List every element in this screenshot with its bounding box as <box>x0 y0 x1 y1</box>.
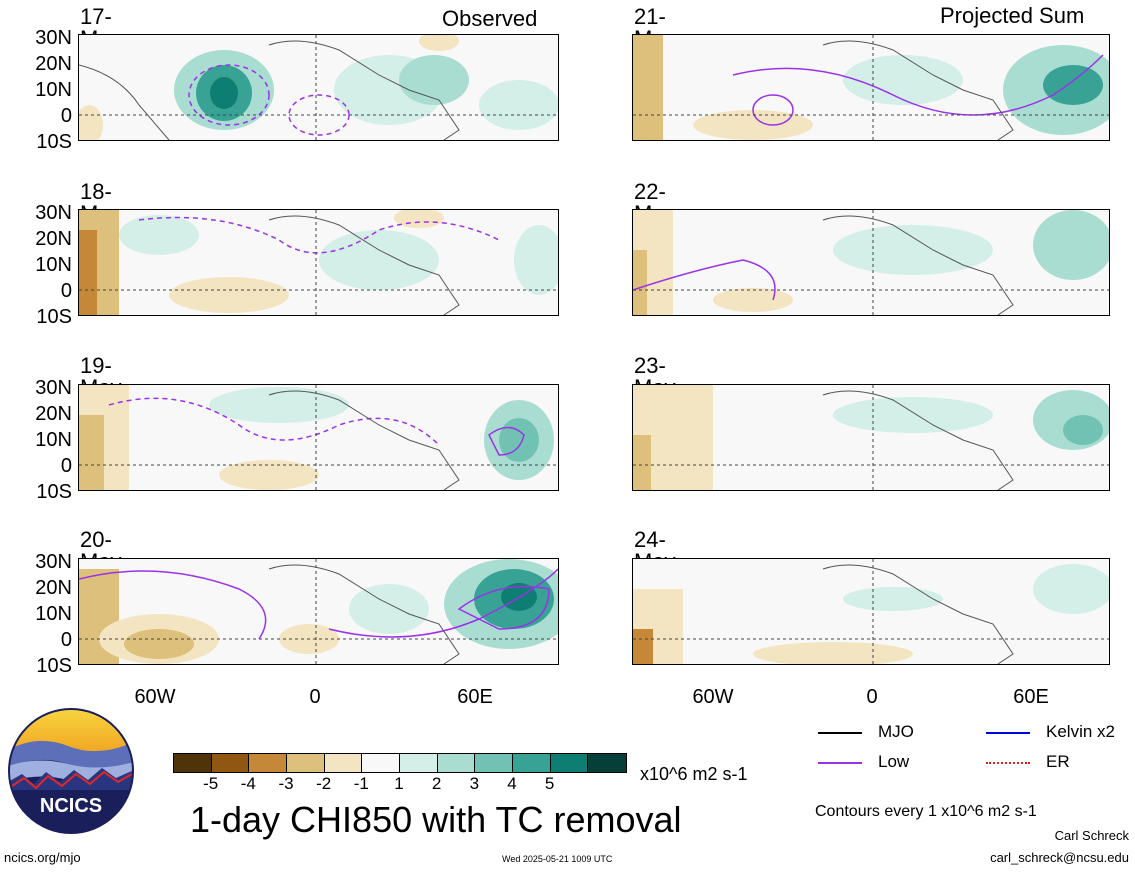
observed-label: Observed <box>442 6 538 31</box>
lat-label: 10S <box>36 131 72 153</box>
legend-label-low: Low <box>878 752 910 771</box>
colorbar-tick-label: -4 <box>240 774 256 793</box>
lat-label: 30N <box>35 202 72 224</box>
legend-swatch-low <box>818 762 862 764</box>
colorbar-swatch <box>437 754 476 772</box>
lat-label: 0 <box>60 629 72 651</box>
lat-label: 20N <box>35 403 72 425</box>
map-panel-18-may <box>78 209 559 316</box>
lat-label: 10S <box>36 306 72 328</box>
lat-label: 10S <box>36 481 72 503</box>
lat-label: 20N <box>35 228 72 250</box>
colorbar-swatch <box>475 754 513 772</box>
lat-label: 10N <box>35 603 72 625</box>
colorbar-swatch <box>588 754 626 772</box>
lat-label: 0 <box>60 105 72 127</box>
source-url: ncics.org/mjo <box>4 850 81 865</box>
lon-label: 60W <box>692 686 734 708</box>
colorbar-tick-label: 3 <box>469 774 480 793</box>
colorbar-tick-label: -3 <box>278 774 294 793</box>
legend-label-mjo: MJO <box>878 722 914 741</box>
author-email: carl_schreck@ncsu.edu <box>990 850 1129 865</box>
colorbar-swatch <box>362 754 400 772</box>
colorbar-tick-label: -2 <box>316 774 332 793</box>
lat-label: 10N <box>35 429 72 451</box>
legend-swatch-kelvin <box>986 732 1030 734</box>
colorbar <box>173 753 627 773</box>
lat-label: 20N <box>35 53 72 75</box>
author-name: Carl Schreck <box>1054 828 1129 843</box>
legend-label-er: ER <box>1046 752 1070 771</box>
colorbar-swatch <box>249 754 287 772</box>
colorbar-swatch <box>324 754 363 772</box>
lat-label: 20N <box>35 577 72 599</box>
map-panel-22-may <box>632 209 1110 316</box>
legend-swatch-er <box>986 762 1030 764</box>
lat-label: 30N <box>35 551 72 573</box>
colorbar-tick-label: -5 <box>203 774 219 793</box>
colorbar-tick-label: 5 <box>544 774 555 793</box>
map-panel-20-may <box>78 558 559 665</box>
legend-label-kelvin: Kelvin x2 <box>1046 722 1115 741</box>
colorbar-swatch <box>174 754 212 772</box>
map-panel-24-may <box>632 558 1110 665</box>
colorbar-swatch <box>513 754 551 772</box>
colorbar-tick-label: 1 <box>394 774 404 793</box>
logo-text: NCICS <box>40 795 102 817</box>
lon-label: 0 <box>866 686 878 708</box>
colorbar-swatch <box>211 754 250 772</box>
lat-label: 30N <box>35 27 72 49</box>
contour-note: Contours every 1 x10^6 m2 s-1 <box>815 803 1037 820</box>
map-panel-19-may <box>78 384 559 491</box>
map-panel-17-may <box>78 34 559 141</box>
lon-label: 60E <box>1013 686 1049 708</box>
lat-label: 10N <box>35 79 72 101</box>
lat-label: 10S <box>36 655 72 677</box>
map-panel-21-may <box>632 34 1110 141</box>
lon-label: 60W <box>134 686 176 708</box>
colorbar-swatch <box>287 754 325 772</box>
lat-label: 30N <box>35 377 72 399</box>
legend-swatch-mjo <box>818 732 862 734</box>
colorbar-swatch <box>550 754 589 772</box>
colorbar-tick-label: -1 <box>353 774 369 793</box>
lat-label: 0 <box>60 455 72 477</box>
lon-label: 60E <box>457 686 493 708</box>
map-panel-23-may <box>632 384 1110 491</box>
lat-label: 0 <box>60 280 72 302</box>
figure-title: 1-day CHI850 with TC removal <box>190 799 682 840</box>
ncics-logo: NCICS <box>8 708 134 834</box>
lat-label: 10N <box>35 254 72 276</box>
projected-sum-label: Projected Sum <box>940 3 1085 28</box>
colorbar-units: x10^6 m2 s-1 <box>640 764 748 784</box>
timestamp: Wed 2025-05-21 1009 UTC <box>502 854 613 864</box>
lon-label: 0 <box>309 686 321 708</box>
colorbar-swatch <box>400 754 438 772</box>
colorbar-tick-label: 2 <box>431 774 442 793</box>
colorbar-tick-label: 4 <box>507 774 517 793</box>
ncics-logo-icon: NCICS <box>8 708 134 834</box>
